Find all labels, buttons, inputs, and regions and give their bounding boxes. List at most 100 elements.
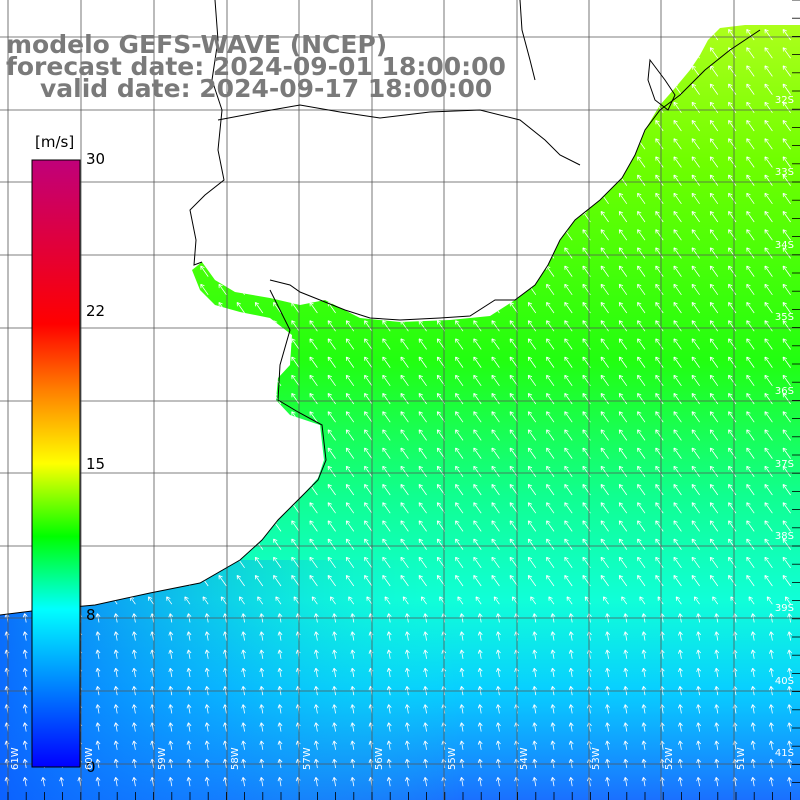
wind-arrow: [673, 411, 682, 423]
wind-arrow: [314, 740, 319, 750]
wind-arrow: [127, 465, 136, 478]
wind-arrow: [637, 247, 646, 259]
wind-arrow: [509, 283, 518, 296]
colorbar: [31, 159, 81, 768]
wind-arrow: [236, 520, 245, 532]
wind-arrow: [163, 356, 173, 368]
wind-arrow: [366, 596, 373, 605]
wind-arrow: [527, 174, 537, 186]
wind-arrow: [714, 722, 720, 732]
wind-arrow: [0, 174, 9, 186]
wind-arrow: [254, 374, 264, 387]
wind-arrow: [400, 411, 409, 423]
wind-arrow: [182, 393, 191, 405]
wind-arrow: [273, 283, 282, 296]
wind-arrow: [491, 174, 500, 186]
wind-arrow: [639, 596, 646, 605]
wind-arrow: [655, 156, 664, 168]
wind-arrow: [696, 740, 702, 750]
wind-arrow: [568, 704, 574, 714]
wind-arrow: [473, 538, 482, 550]
wind-arrow: [696, 758, 702, 769]
wind-arrow: [218, 411, 227, 423]
wind-arrow: [459, 704, 465, 714]
wind-arrow: [782, 211, 791, 223]
wind-arrow: [400, 229, 409, 241]
wind-arrow: [603, 596, 609, 605]
wind-arrow: [764, 229, 773, 241]
wind-arrow: [509, 120, 518, 132]
wind-arrow: [436, 447, 446, 459]
wind-arrow: [254, 429, 264, 441]
wind-arrow: [546, 538, 555, 550]
wind-arrow: [678, 740, 683, 750]
wind-arrow: [418, 338, 427, 350]
wind-arrow: [673, 429, 682, 441]
wind-arrow: [473, 556, 482, 569]
wind-arrow: [418, 211, 427, 223]
wind-arrow: [491, 411, 500, 423]
wind-arrow: [386, 722, 392, 732]
wind-arrow: [455, 538, 464, 550]
wind-arrow: [309, 283, 318, 296]
wind-arrow: [273, 138, 282, 150]
wind-arrow: [764, 247, 773, 259]
wind-arrow: [527, 538, 537, 550]
wind-arrow: [673, 520, 682, 532]
wind-arrow: [309, 393, 318, 405]
wind-arrow: [509, 247, 518, 259]
wind-arrow: [459, 649, 465, 659]
wind-arrow: [728, 538, 737, 550]
wind-arrow: [22, 667, 28, 678]
wind-arrow: [600, 302, 609, 314]
wind-arrow: [277, 758, 283, 769]
wind-arrow: [509, 465, 518, 478]
wind-arrow: [714, 667, 720, 678]
wind-arrow: [527, 411, 537, 423]
wind-arrow: [254, 192, 264, 205]
wind-arrow: [236, 192, 245, 205]
wind-arrow: [204, 631, 210, 641]
wind-arrow: [764, 484, 773, 496]
wind-arrow: [473, 338, 482, 350]
colorbar-tick-8: 8: [86, 606, 96, 624]
wind-arrow: [782, 138, 791, 150]
wind-arrow: [709, 120, 719, 132]
wind-arrow: [564, 556, 573, 569]
wind-arrow: [204, 649, 210, 659]
wind-arrow: [400, 374, 409, 387]
wind-arrow: [473, 429, 482, 441]
wind-arrow: [509, 575, 518, 587]
wind-arrow: [673, 356, 682, 368]
wind-arrow: [764, 538, 773, 550]
wind-arrow: [421, 596, 427, 605]
wind-arrow: [455, 338, 464, 350]
wind-arrow: [728, 265, 737, 277]
wind-arrow: [109, 101, 118, 114]
wind-arrow: [145, 101, 154, 114]
wind-arrow: [273, 120, 282, 132]
wind-arrow: [345, 429, 355, 441]
wind-arrow: [527, 247, 537, 259]
wind-arrow: [18, 83, 27, 95]
wind-arrow: [200, 156, 209, 168]
wind-arrow: [18, 156, 27, 168]
wind-arrow: [637, 229, 646, 241]
wind-arrow: [691, 265, 700, 277]
wind-arrow: [0, 484, 9, 496]
wind-arrow: [550, 667, 556, 678]
wind-arrow: [709, 484, 719, 496]
wind-arrow: [509, 484, 518, 496]
wind-arrow: [418, 465, 427, 478]
wind-arrow: [750, 777, 756, 787]
colorbar-tick-22: 22: [86, 302, 106, 320]
lat-label-40s: 40S: [774, 676, 794, 687]
wind-arrow: [418, 229, 427, 241]
wind-arrow: [728, 156, 737, 168]
wind-arrow: [163, 447, 173, 459]
wind-arrow: [218, 192, 227, 205]
wind-arrow: [455, 283, 464, 296]
lon-label-55w: 55W: [447, 747, 458, 770]
wind-arrow: [496, 740, 501, 750]
wind-arrow: [400, 575, 409, 587]
